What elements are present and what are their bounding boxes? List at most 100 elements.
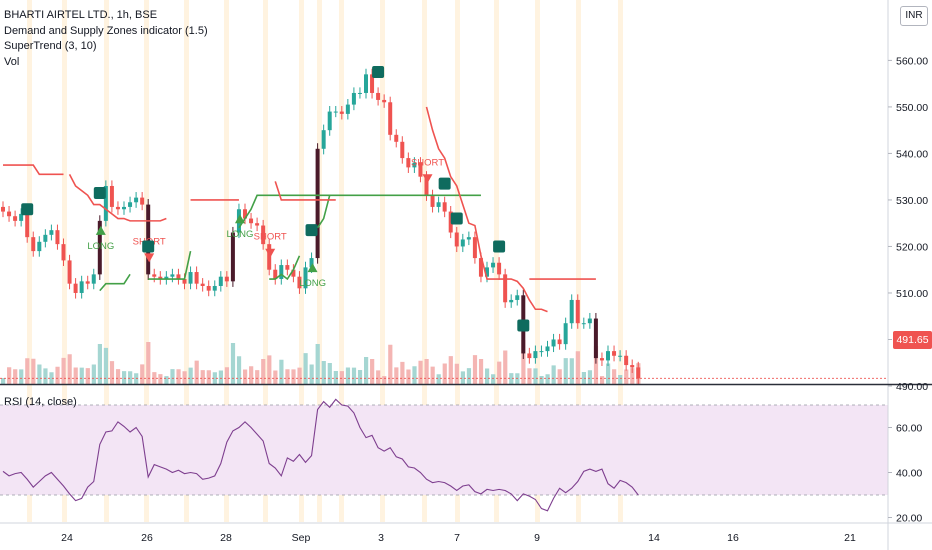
price-tick-label: 540.00 bbox=[896, 148, 928, 160]
volume-bar bbox=[606, 363, 611, 384]
long-label: LONG bbox=[87, 241, 114, 252]
candle-body bbox=[67, 260, 72, 284]
volume-bar bbox=[587, 370, 593, 384]
volume-bar bbox=[491, 374, 496, 384]
candle-body bbox=[551, 339, 556, 347]
volume-bar bbox=[19, 369, 24, 384]
currency-badge[interactable]: INR bbox=[900, 6, 928, 26]
volume-bar bbox=[1, 378, 6, 384]
short-label: SHORT bbox=[254, 232, 287, 243]
zone-stripe bbox=[62, 0, 67, 522]
zone-stripe bbox=[535, 0, 540, 522]
volume-bar bbox=[557, 369, 562, 384]
volume-bar bbox=[545, 374, 550, 384]
candle-body bbox=[394, 134, 399, 142]
candle-body bbox=[255, 223, 260, 226]
zone-stripe bbox=[455, 0, 460, 522]
supertrend-line bbox=[425, 106, 548, 313]
volume-bar bbox=[43, 368, 48, 384]
candle-body bbox=[85, 281, 90, 284]
volume-bar bbox=[218, 370, 223, 384]
candle-body bbox=[345, 104, 350, 114]
price-tick-label: 550.00 bbox=[896, 102, 928, 114]
volume-bar bbox=[478, 359, 484, 384]
volume-bar bbox=[593, 346, 599, 384]
candle-body bbox=[569, 299, 574, 324]
volume-bar bbox=[472, 355, 478, 384]
candle-body bbox=[436, 202, 441, 207]
candle-body bbox=[49, 230, 54, 235]
zone-stripe bbox=[263, 0, 268, 522]
candle-body bbox=[194, 272, 199, 284]
volume-bar bbox=[291, 369, 296, 384]
candle-body bbox=[351, 92, 356, 105]
zone-stripe bbox=[317, 0, 322, 522]
candle-body bbox=[563, 323, 568, 345]
volume-bar bbox=[327, 363, 332, 384]
volume-bar bbox=[454, 363, 459, 384]
volume-bar bbox=[194, 360, 199, 384]
zone-marker-icon bbox=[93, 186, 106, 199]
candle-body bbox=[13, 216, 18, 221]
zone-marker-icon bbox=[142, 240, 155, 253]
symbol-title[interactable]: BHARTI AIRTEL LTD., 1h, BSE bbox=[4, 9, 158, 21]
volume-bar bbox=[37, 364, 42, 384]
volume-bar bbox=[575, 351, 580, 384]
time-tick-label: Sep bbox=[292, 532, 311, 544]
last-price-label: 491.65 bbox=[893, 331, 932, 349]
rsi-title[interactable]: RSI (14, close) bbox=[4, 396, 77, 408]
volume-bar bbox=[7, 367, 12, 384]
candle-body bbox=[503, 274, 508, 303]
candle-body bbox=[485, 267, 489, 277]
candle-body bbox=[224, 276, 229, 282]
candle-body bbox=[400, 141, 405, 159]
candle-body bbox=[55, 230, 60, 245]
zone-stripe bbox=[494, 0, 499, 522]
indicator-supertrend[interactable]: SuperTrend (3, 10) bbox=[4, 40, 97, 52]
candle-body bbox=[382, 99, 387, 103]
long-label: LONG bbox=[226, 229, 253, 240]
indicator-volume[interactable]: Vol bbox=[4, 55, 20, 68]
volume-bar bbox=[321, 361, 326, 384]
supertrend-line bbox=[68, 173, 167, 222]
candle-body bbox=[533, 351, 538, 359]
candle-body bbox=[1, 206, 5, 212]
candle-body bbox=[212, 285, 217, 291]
volume-bar bbox=[351, 367, 357, 384]
volume-bar bbox=[158, 374, 163, 384]
volume-bar bbox=[527, 368, 532, 384]
candle-body bbox=[466, 237, 471, 240]
volume-bar bbox=[115, 369, 121, 384]
candle-body bbox=[97, 220, 102, 275]
volume-bar bbox=[497, 361, 502, 384]
volume-bar bbox=[406, 369, 411, 384]
candle-body bbox=[587, 318, 592, 324]
long-arrow bbox=[307, 263, 318, 273]
candle-body bbox=[37, 241, 42, 252]
indicator-demand-supply[interactable]: Demand and Supply Zones indicator (1.5) bbox=[4, 24, 208, 37]
candle-body bbox=[599, 358, 604, 361]
candle-body bbox=[442, 202, 447, 212]
volume-bar bbox=[224, 367, 230, 384]
candle-body bbox=[61, 244, 66, 261]
candle-body bbox=[376, 92, 381, 100]
volume-bar bbox=[521, 340, 526, 384]
candle-body bbox=[539, 351, 544, 353]
volume-bar bbox=[448, 356, 453, 384]
volume-bar bbox=[315, 344, 320, 384]
volume-bar bbox=[503, 350, 508, 384]
candle-body bbox=[370, 74, 375, 93]
candle-body bbox=[79, 281, 84, 293]
supertrend-line bbox=[3, 164, 64, 176]
candle-body bbox=[91, 274, 96, 284]
volume-bar bbox=[188, 367, 193, 384]
candle-body bbox=[122, 206, 126, 210]
zone-marker-icon bbox=[305, 224, 318, 237]
volume-bar bbox=[249, 366, 254, 384]
zone-stripe bbox=[339, 0, 344, 522]
zone-marker-icon bbox=[450, 212, 463, 225]
volume-bar bbox=[31, 358, 36, 384]
volume-bar bbox=[400, 361, 405, 384]
candle-body bbox=[158, 276, 163, 280]
